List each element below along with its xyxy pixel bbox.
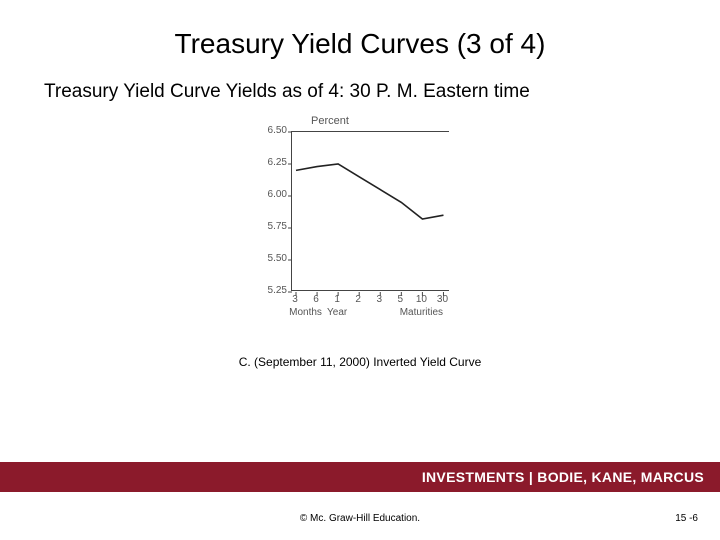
slide-subtitle: Treasury Yield Curve Yields as of 4: 30 …: [0, 80, 720, 113]
x-tick-label: 30: [437, 294, 448, 305]
x-tick-label: 10: [416, 294, 427, 305]
x-tick-label: 2: [355, 294, 361, 305]
x-group-label: Months: [289, 307, 322, 318]
x-tick-label: 1: [334, 294, 340, 305]
y-tick-label: 6.00: [257, 189, 287, 200]
chart-caption: C. (September 11, 2000) Inverted Yield C…: [0, 355, 720, 369]
line-svg: [292, 132, 450, 292]
x-tick-label: 3: [292, 294, 298, 305]
y-tick-label: 5.50: [257, 253, 287, 264]
y-tick-label: 6.25: [257, 157, 287, 168]
x-tick-label: 5: [398, 294, 404, 305]
yield-curve-chart: Percent 6.50 6.25 6.00 5.75 5.50 5.25 3 6 1 2 3 5 10…: [255, 117, 465, 337]
x-group-label: Maturities: [400, 307, 443, 318]
x-group-label: Year: [327, 307, 347, 318]
plot-box: [291, 131, 449, 291]
y-tick-label: 5.25: [257, 285, 287, 296]
yield-line: [296, 164, 443, 219]
footer-bar: INVESTMENTS | BODIE, KANE, MARCUS: [0, 462, 720, 492]
y-tick-label: 6.50: [257, 125, 287, 136]
footer-text: INVESTMENTS | BODIE, KANE, MARCUS: [422, 469, 704, 485]
page-number: 15 -6: [675, 513, 698, 524]
x-tick-label: 3: [376, 294, 382, 305]
y-axis-title: Percent: [311, 115, 349, 127]
x-tick-label: 6: [313, 294, 319, 305]
chart-area: Percent 6.50 6.25 6.00 5.75 5.50 5.25 3 6 1 2 3 5 10…: [0, 117, 720, 337]
copyright-text: © Mc. Graw-Hill Education.: [0, 513, 720, 524]
y-tick-label: 5.75: [257, 221, 287, 232]
slide-title: Treasury Yield Curves (3 of 4): [0, 0, 720, 80]
